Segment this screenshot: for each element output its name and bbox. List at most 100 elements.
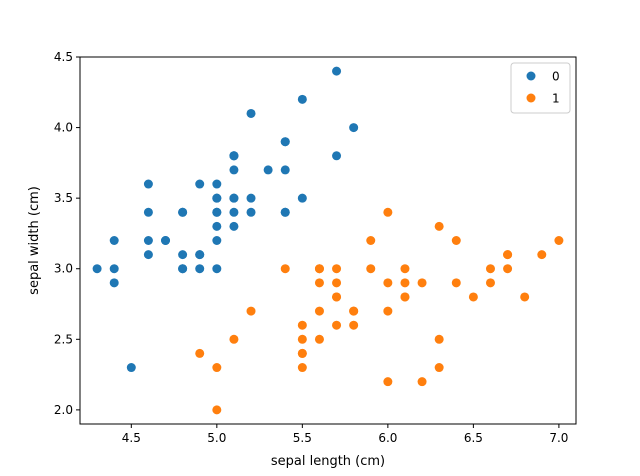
series-0-point-4 — [212, 179, 222, 189]
y-axis-ticks: 2.0 2.5 3.0 3.5 4.0 4.5 — [54, 50, 80, 417]
series-0-point-13 — [92, 264, 102, 274]
series-1-point-48 — [229, 334, 239, 344]
series-1-point-0 — [554, 236, 564, 245]
series-0-point-22 — [143, 179, 153, 189]
series-1-point-34 — [280, 264, 290, 274]
x-tick-label: 6.0 — [378, 431, 397, 445]
series-1-point-18 — [417, 377, 427, 387]
series-1-point-3 — [297, 363, 307, 373]
series-1-point-11 — [366, 264, 376, 274]
x-tick-label: 6.5 — [464, 431, 483, 445]
series-1-point-6 — [434, 221, 444, 231]
x-axis-label: sepal length (cm) — [271, 454, 385, 469]
series-1-point-12 — [383, 377, 393, 387]
series-1-point-9 — [246, 306, 256, 316]
series-1-point-38 — [314, 264, 324, 274]
legend-box — [510, 62, 571, 114]
series-0-point-23 — [229, 221, 239, 231]
x-axis-ticks: 4.5 5.0 5.5 6.0 6.5 7.0 — [122, 424, 568, 445]
series-1-point-32 — [349, 306, 359, 316]
y-tick-label: 2.0 — [54, 403, 73, 417]
legend: 01 — [510, 62, 571, 114]
x-tick-label: 5.5 — [293, 431, 312, 445]
series-0-point-47 — [143, 236, 153, 245]
series-0-point-17 — [229, 193, 239, 203]
series-1-point-24 — [451, 278, 461, 288]
legend-marker-1 — [526, 93, 536, 103]
series-1-point-28 — [383, 278, 393, 288]
series-1-point-26 — [520, 292, 530, 302]
series-0-point-43 — [212, 193, 222, 203]
series-1-point-39 — [297, 334, 307, 344]
series-1-point-37 — [434, 363, 444, 373]
series-0-point-29 — [161, 236, 171, 245]
series-1-point-29 — [332, 320, 342, 330]
series-0-point-1 — [195, 264, 205, 274]
series-0-point-14 — [349, 123, 359, 133]
series-0-point-18 — [332, 151, 342, 161]
series-0-point-48 — [263, 165, 273, 175]
series-0-point-3 — [143, 250, 153, 260]
legend-label-0: 0 — [552, 70, 560, 84]
series-1-point-31 — [297, 348, 307, 358]
x-tick-label: 5.0 — [207, 431, 226, 445]
series-1-point-7 — [195, 348, 205, 358]
series-1-point-35 — [383, 207, 393, 217]
series-0-point-26 — [212, 207, 222, 217]
series-1-point-10 — [212, 405, 222, 415]
series-0-point-36 — [297, 193, 307, 203]
series-0-point-30 — [178, 250, 188, 260]
series-1-point-49 — [332, 292, 342, 302]
series-0-point-8 — [109, 278, 119, 288]
series-1-point-33 — [383, 306, 393, 316]
series-1-point-20 — [366, 236, 376, 245]
series-0-point-39 — [229, 207, 239, 217]
series-1-point-45 — [332, 264, 342, 274]
series-1-point-36 — [503, 250, 513, 260]
y-tick-label: 4.0 — [54, 121, 73, 135]
series-1-point-25 — [485, 264, 495, 274]
series-1-point-27 — [503, 264, 513, 274]
x-tick-label: 4.5 — [122, 431, 141, 445]
legend-label-1: 1 — [552, 92, 560, 106]
series-1-point-19 — [314, 334, 324, 344]
series-0-point-21 — [229, 165, 239, 175]
series-0-point-32 — [246, 108, 256, 118]
series-1-point-43 — [212, 363, 222, 373]
series-0-point-34 — [195, 250, 205, 260]
y-axis-label: sepal width (cm) — [27, 186, 42, 295]
data-points — [92, 66, 564, 415]
series-0-point-45 — [178, 264, 188, 274]
y-tick-label: 2.5 — [54, 332, 73, 346]
series-0-point-28 — [246, 207, 256, 217]
series-1-point-14 — [314, 278, 324, 288]
series-0-point-15 — [332, 66, 342, 76]
series-1-point-22 — [434, 334, 444, 344]
series-0-point-27 — [246, 193, 256, 203]
series-0-point-31 — [280, 207, 290, 217]
y-tick-label: 3.0 — [54, 262, 73, 276]
series-1-point-40 — [297, 320, 307, 330]
series-1-point-4 — [468, 292, 478, 302]
series-0-point-42 — [109, 236, 119, 245]
y-tick-label: 3.5 — [54, 191, 73, 205]
series-0-point-16 — [280, 137, 290, 147]
series-0-point-10 — [280, 165, 290, 175]
series-0-point-25 — [212, 264, 222, 274]
x-tick-label: 7.0 — [549, 431, 568, 445]
series-1-point-8 — [485, 278, 495, 288]
series-0-point-24 — [178, 207, 188, 217]
series-1-point-46 — [332, 278, 342, 288]
series-1-point-23 — [400, 292, 410, 302]
series-1-point-44 — [314, 306, 324, 316]
series-1-point-1 — [451, 236, 461, 245]
series-1-point-2 — [537, 250, 547, 260]
y-tick-label: 4.5 — [54, 50, 73, 64]
series-1-point-42 — [349, 320, 359, 330]
series-0-point-37 — [195, 179, 205, 189]
series-1-point-13 — [400, 278, 410, 288]
plot-frame — [79, 56, 577, 425]
series-0-point-41 — [126, 363, 136, 373]
series-1-point-47 — [417, 278, 427, 288]
